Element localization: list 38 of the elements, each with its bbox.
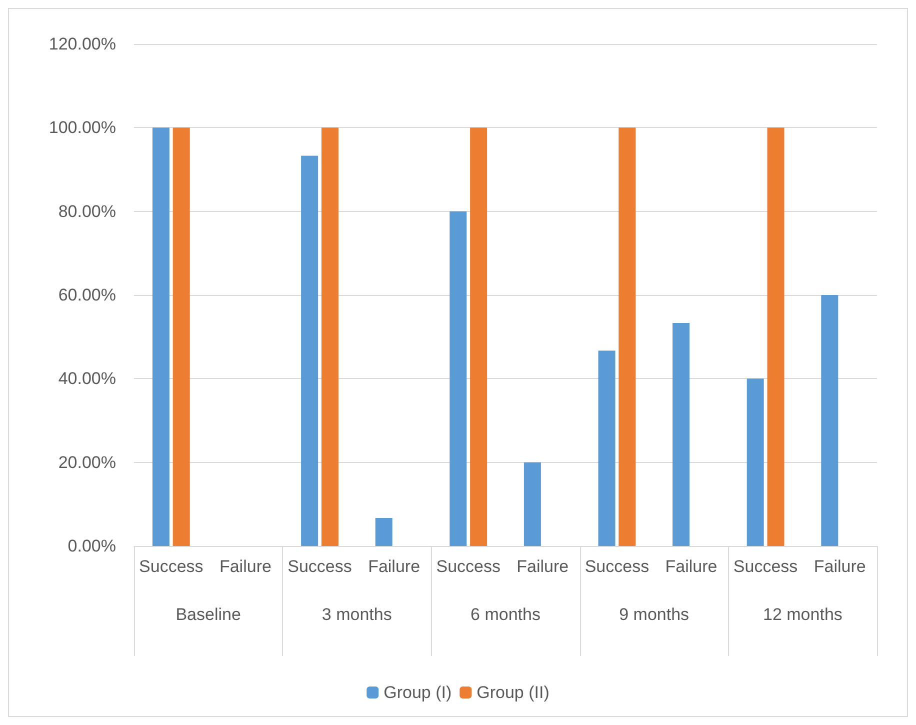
y-tick-label: 100.00% [48,118,116,138]
x-tick-label: Failure [368,557,420,576]
x-tick-label: Failure [665,557,718,576]
x-tick-label: Success [436,557,500,576]
text: 3 months [322,605,392,624]
y-tick-label: 60.00% [58,286,116,304]
y-tick-label: 40.00% [58,369,116,388]
y-tick-label: 80.00% [58,202,116,221]
bar [767,128,784,546]
bar [172,128,190,546]
bar [375,518,392,546]
legend-label: Group (II) [476,683,550,702]
x-tick-label: Failure [814,557,866,576]
y-tick-label: 20.00% [58,452,116,472]
text: 9 months [619,605,690,624]
x-tick-label: Success [733,557,798,576]
legend-label: Group (I) [384,683,452,702]
bar [321,128,338,546]
y-tick-label: 0.00% [68,536,116,556]
bar [301,156,318,546]
bar [618,128,636,546]
x-tick-label: Success [139,557,204,576]
x-tick-label: Success [288,557,352,576]
bar [746,378,764,546]
bar [598,350,616,546]
bar [821,295,838,546]
bar [450,211,467,546]
x-tick-label: Failure [219,557,272,576]
text: 6 months [470,605,540,624]
x-tick-label: Failure [516,557,569,576]
bar [524,462,541,546]
bar [152,128,170,546]
y-tick-label: 120.00% [48,34,116,54]
bar [470,128,488,546]
x-tick-label: Success [584,557,650,576]
text: 12 months [763,605,842,624]
bar [672,323,690,546]
text: Baseline [176,605,241,624]
